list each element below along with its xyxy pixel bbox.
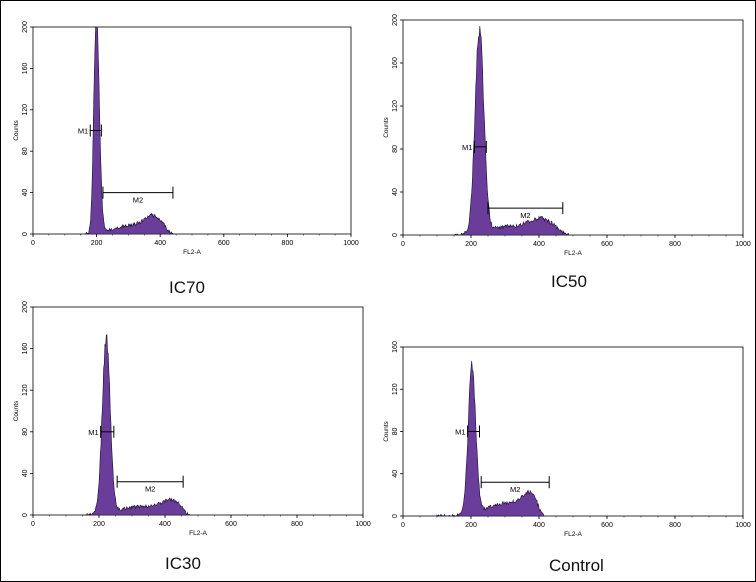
marker-label: M2 [520,211,530,220]
marker-label: M1 [462,143,472,152]
y-tick-label: 160 [22,343,29,355]
x-tick-label: 600 [225,521,237,528]
caption-ic70: IC70 [169,278,205,297]
marker-m1: M1 [462,140,487,153]
y-tick-label: 40 [22,469,29,477]
x-axis-title: FL2-A [564,250,582,257]
histogram-area [85,26,174,235]
y-tick-label: 0 [22,232,29,236]
marker-label: M1 [88,428,98,437]
plot-frame [32,306,364,516]
histogram-ic50-svg: 0 200 400 600 800 1000 0 40 80 120 160 200 FL2-A Coun… [383,14,751,257]
histogram-ic70-svg: 0 200 400 600 800 1000 0 40 80 120 160 200 FL2-A Coun… [13,21,359,256]
marker-m1: M1 [78,124,102,137]
x-tick-label: 800 [291,521,303,528]
x-tick-label: 200 [91,240,103,247]
marker-m1: M1 [455,425,480,438]
x-tick-label: 0 [401,241,405,248]
marker-label: M2 [510,485,520,494]
histogram-ic50: 0 200 400 600 800 1000 0 40 80 120 160 200 FL2-A Coun… [379,14,751,266]
histogram-ic70: 0 200 400 600 800 1000 0 40 80 120 160 200 FL2-A Coun… [11,19,366,256]
caption-control: Control [549,556,604,575]
x-tick-label: 400 [533,241,545,248]
x-tick-label: 1000 [343,240,359,247]
x-axis-title: FL2-A [564,531,582,538]
marker-m2: M2 [102,186,174,205]
y-tick-label: 200 [22,21,29,33]
y-tick-label: 120 [392,383,399,395]
histogram-area [436,360,545,517]
marker-m2: M2 [487,202,564,220]
histogram-ic30: 0 200 400 600 800 1000 0 40 80 120 160 200 FL2-A Coun… [11,301,371,537]
x-tick-label: 200 [93,521,105,528]
caption-ic50: IC50 [551,272,587,291]
x-tick-label: 600 [601,522,613,529]
y-tick-label: 120 [22,104,29,116]
x-tick-label: 0 [31,521,35,528]
plot-frame [402,19,744,236]
histogram-control-svg: 0 200 400 600 800 1000 0 40 80 120 160 FL2-A Counts M… [383,341,751,538]
x-tick-label: 200 [465,241,477,248]
marker-m1: M1 [88,425,115,438]
y-axis-title: Counts [13,119,20,140]
histogram-area [453,25,570,236]
plot-frame [402,346,744,517]
y-tick-label: 80 [22,147,29,155]
y-tick-label: 80 [22,428,29,436]
caption-ic30: IC30 [165,554,201,573]
x-tick-label: 600 [601,241,613,248]
x-tick-label: 400 [154,240,166,247]
y-tick-label: 200 [392,14,399,26]
marker-label: M1 [78,127,88,136]
x-tick-label: 200 [465,522,477,529]
y-axis-title: Counts [383,116,390,137]
y-tick-label: 40 [22,189,29,197]
y-tick-label: 40 [392,188,399,196]
y-tick-label: 0 [22,513,29,517]
marker-label: M1 [455,428,465,437]
y-tick-label: 200 [22,301,29,313]
x-tick-label: 1000 [355,521,371,528]
y-tick-label: 160 [392,341,399,353]
y-tick-label: 120 [392,100,399,112]
x-tick-label: 600 [218,240,230,247]
x-tick-label: 800 [669,522,681,529]
x-tick-label: 0 [401,522,405,529]
y-tick-label: 160 [22,62,29,74]
y-tick-label: 80 [392,428,399,436]
x-tick-label: 400 [533,522,545,529]
x-axis-title: FL2-A [189,530,207,537]
marker-m2: M2 [116,475,184,494]
x-tick-label: 0 [31,240,35,247]
marker-label: M2 [133,196,143,205]
y-axis-title: Counts [13,400,20,421]
x-axis-title: FL2-A [183,249,201,256]
x-tick-label: 800 [669,241,681,248]
y-tick-label: 40 [392,470,399,478]
y-axis-title: Counts [383,420,390,441]
y-tick-label: 160 [392,57,399,69]
y-tick-label: 0 [392,233,399,237]
histogram-ic30-svg: 0 200 400 600 800 1000 0 40 80 120 160 200 FL2-A Coun… [13,301,371,537]
x-tick-label: 400 [159,521,171,528]
marker-m2: M2 [480,476,550,494]
y-tick-label: 0 [392,514,399,518]
x-tick-label: 800 [282,240,294,247]
y-tick-label: 120 [22,384,29,396]
marker-label: M2 [145,485,155,494]
y-tick-label: 80 [392,145,399,153]
histogram-area [85,334,191,516]
x-tick-label: 1000 [735,241,751,248]
histogram-control: 0 200 400 600 800 1000 0 40 80 120 160 FL2-A Counts M… [379,341,751,538]
x-tick-label: 1000 [735,522,751,529]
